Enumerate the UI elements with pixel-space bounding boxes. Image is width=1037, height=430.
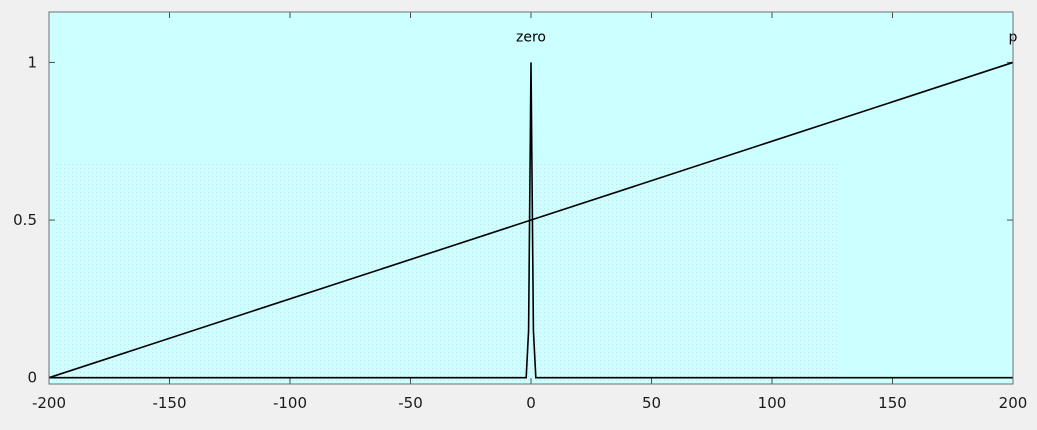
- x-tick-label: -50: [398, 394, 423, 412]
- axis-tick-labels: -200 -150 -100 -50 0 50 100 150 200 0 0.5 1: [13, 53, 1027, 412]
- series-line-zero: [49, 62, 1013, 379]
- y-tick-label: 0: [27, 369, 37, 387]
- x-tick-label: 150: [878, 394, 907, 412]
- series-lines: [48, 61, 1014, 379]
- x-tick-label: -200: [32, 394, 66, 412]
- y-tick-label: 1: [27, 53, 37, 71]
- series-line-p: [48, 61, 1014, 379]
- y-tick-label: 0.5: [13, 211, 37, 229]
- plot-frame: [48, 11, 1014, 385]
- plot-dither-texture: [53, 162, 838, 384]
- x-tick-label: 50: [642, 394, 661, 412]
- x-tick-label: -100: [273, 394, 307, 412]
- x-tick-label: 200: [999, 394, 1028, 412]
- series-label-zero: zero: [516, 29, 546, 45]
- x-tick-label: 0: [526, 394, 536, 412]
- x-tick-label: 100: [758, 394, 787, 412]
- x-tick-label: -150: [152, 394, 186, 412]
